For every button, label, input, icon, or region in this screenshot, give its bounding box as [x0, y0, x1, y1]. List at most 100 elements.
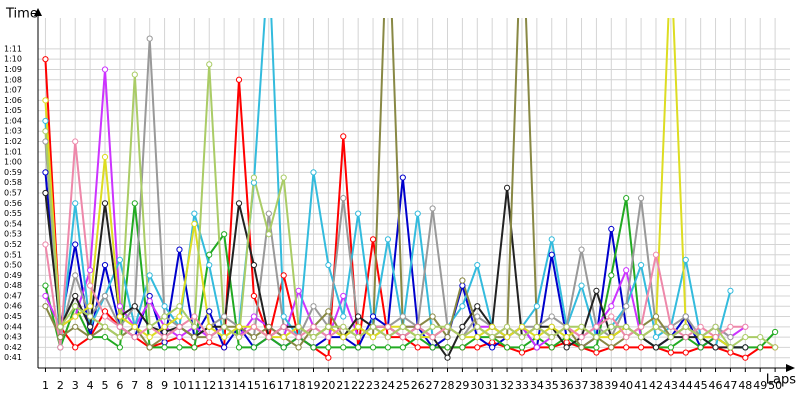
point — [459, 282, 466, 289]
point — [697, 344, 704, 351]
y-tick-label: 1:02 — [4, 137, 22, 146]
tick-labels: 0:410:420:43 0:440:450:46 0:470:480:490:50… — [4, 44, 782, 392]
point — [42, 292, 49, 300]
point — [101, 261, 109, 269]
point — [295, 287, 302, 294]
point — [593, 334, 600, 341]
point — [757, 344, 764, 351]
point — [42, 241, 49, 248]
point — [637, 261, 645, 269]
point — [340, 133, 347, 140]
point — [57, 344, 64, 351]
point — [682, 334, 689, 341]
x-tick-label: 27 — [426, 379, 440, 392]
x-tick-label: 7 — [131, 379, 138, 392]
point — [265, 323, 272, 330]
point — [518, 334, 526, 341]
point — [742, 323, 749, 330]
point — [399, 174, 406, 181]
point — [206, 251, 213, 258]
point — [87, 323, 94, 330]
point — [548, 251, 555, 258]
y-tick-label: 0:47 — [4, 291, 22, 300]
x-tick-label: 42 — [649, 379, 663, 392]
x-tick-label: 2 — [57, 379, 64, 392]
point — [206, 61, 213, 68]
point — [191, 220, 198, 227]
point — [72, 323, 79, 330]
point — [548, 323, 555, 330]
point — [325, 323, 332, 330]
point — [518, 344, 526, 351]
point — [101, 308, 109, 315]
point — [131, 200, 138, 207]
point — [116, 303, 124, 310]
point — [191, 210, 198, 217]
point — [131, 323, 138, 330]
point — [637, 334, 645, 341]
point — [235, 334, 243, 341]
point — [42, 169, 49, 176]
point — [101, 292, 109, 300]
x-tick-label: 16 — [262, 379, 276, 392]
point — [72, 200, 79, 207]
point — [176, 344, 183, 351]
point — [206, 323, 213, 330]
y-tick-label: 1:06 — [4, 96, 22, 105]
point — [369, 334, 377, 341]
y-arrow — [34, 8, 42, 16]
point — [563, 323, 570, 330]
x-tick-label: 4 — [87, 379, 94, 392]
point — [87, 303, 94, 310]
point — [265, 210, 272, 217]
point — [548, 344, 555, 351]
point — [340, 313, 347, 320]
point — [295, 334, 302, 341]
point — [652, 334, 660, 341]
point — [72, 313, 79, 320]
point — [161, 334, 168, 341]
point — [101, 334, 109, 341]
point — [310, 323, 317, 330]
point — [563, 334, 570, 341]
x-tick-label: 40 — [619, 379, 633, 392]
point — [399, 344, 406, 351]
point — [474, 261, 481, 269]
point — [533, 303, 540, 310]
point — [191, 334, 198, 341]
point — [548, 313, 555, 320]
point — [250, 334, 258, 341]
y-axis-label: Time — [5, 7, 38, 22]
point — [280, 344, 287, 351]
x-tick-label: 31 — [485, 379, 499, 392]
point — [101, 200, 109, 207]
point — [116, 323, 124, 330]
point — [384, 236, 392, 243]
point — [206, 261, 213, 269]
point — [518, 323, 526, 330]
y-tick-label: 0:51 — [4, 250, 22, 259]
point — [772, 344, 779, 351]
point — [459, 334, 466, 341]
point — [310, 303, 317, 310]
y-tick-label: 1:03 — [4, 127, 22, 136]
point — [101, 153, 109, 161]
x-tick-label: 21 — [336, 379, 350, 392]
point — [280, 323, 287, 330]
x-tick-label: 45 — [694, 379, 708, 392]
point — [161, 344, 168, 351]
x-tick-label: 44 — [679, 379, 693, 392]
point — [414, 344, 421, 351]
point — [221, 313, 228, 320]
x-tick-label: 20 — [321, 379, 335, 392]
point — [503, 334, 511, 341]
point — [42, 189, 49, 197]
point — [489, 344, 496, 351]
point — [578, 334, 585, 341]
point — [340, 323, 347, 330]
point — [697, 334, 704, 341]
point — [161, 323, 168, 330]
point — [399, 313, 406, 320]
y-tick-label: 1:10 — [4, 55, 22, 64]
x-tick-label: 48 — [738, 379, 752, 392]
